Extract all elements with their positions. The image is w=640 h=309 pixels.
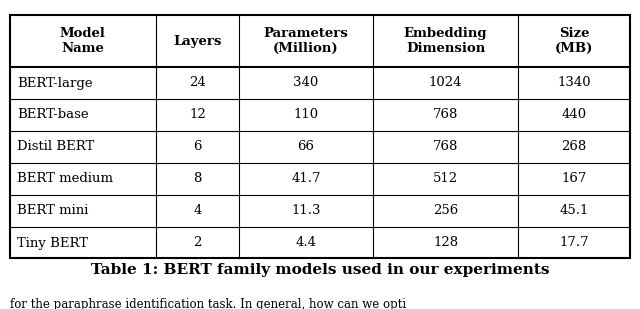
Text: 4: 4 [193, 205, 202, 218]
Text: Parameters
(Million): Parameters (Million) [264, 27, 348, 55]
Text: 45.1: 45.1 [559, 205, 589, 218]
Text: 768: 768 [433, 108, 458, 121]
Text: 12: 12 [189, 108, 206, 121]
Bar [10, 15, 630, 258]
Text: 24: 24 [189, 77, 206, 90]
Text: 512: 512 [433, 172, 458, 185]
Text: 11.3: 11.3 [291, 205, 321, 218]
Text: 768: 768 [433, 141, 458, 154]
Text: Embedding
Dimension: Embedding Dimension [404, 27, 487, 55]
Text: 8: 8 [193, 172, 202, 185]
Text: 440: 440 [562, 108, 587, 121]
Text: Table 1: BERT family models used in our experiments: Table 1: BERT family models used in our … [91, 263, 549, 277]
Text: 41.7: 41.7 [291, 172, 321, 185]
Text: Distil BERT: Distil BERT [17, 141, 94, 154]
Text: 167: 167 [561, 172, 587, 185]
Text: 256: 256 [433, 205, 458, 218]
Text: 268: 268 [561, 141, 587, 154]
Text: Model
Name: Model Name [60, 27, 106, 55]
Text: BERT-large: BERT-large [17, 77, 93, 90]
Text: BERT-base: BERT-base [17, 108, 88, 121]
Text: 128: 128 [433, 236, 458, 249]
Text: 110: 110 [294, 108, 319, 121]
Text: 17.7: 17.7 [559, 236, 589, 249]
Text: Tiny BERT: Tiny BERT [17, 236, 88, 249]
Text: 6: 6 [193, 141, 202, 154]
Text: 4.4: 4.4 [296, 236, 317, 249]
Text: 2: 2 [193, 236, 202, 249]
Text: BERT medium: BERT medium [17, 172, 113, 185]
Text: Layers: Layers [173, 35, 221, 48]
Text: BERT mini: BERT mini [17, 205, 88, 218]
Text: for the paraphrase identification task. In general, how can we opti: for the paraphrase identification task. … [10, 298, 406, 309]
Text: 1340: 1340 [557, 77, 591, 90]
Text: 340: 340 [293, 77, 319, 90]
Text: 1024: 1024 [429, 77, 462, 90]
Text: 66: 66 [298, 141, 314, 154]
Text: Size
(MB): Size (MB) [555, 27, 593, 55]
